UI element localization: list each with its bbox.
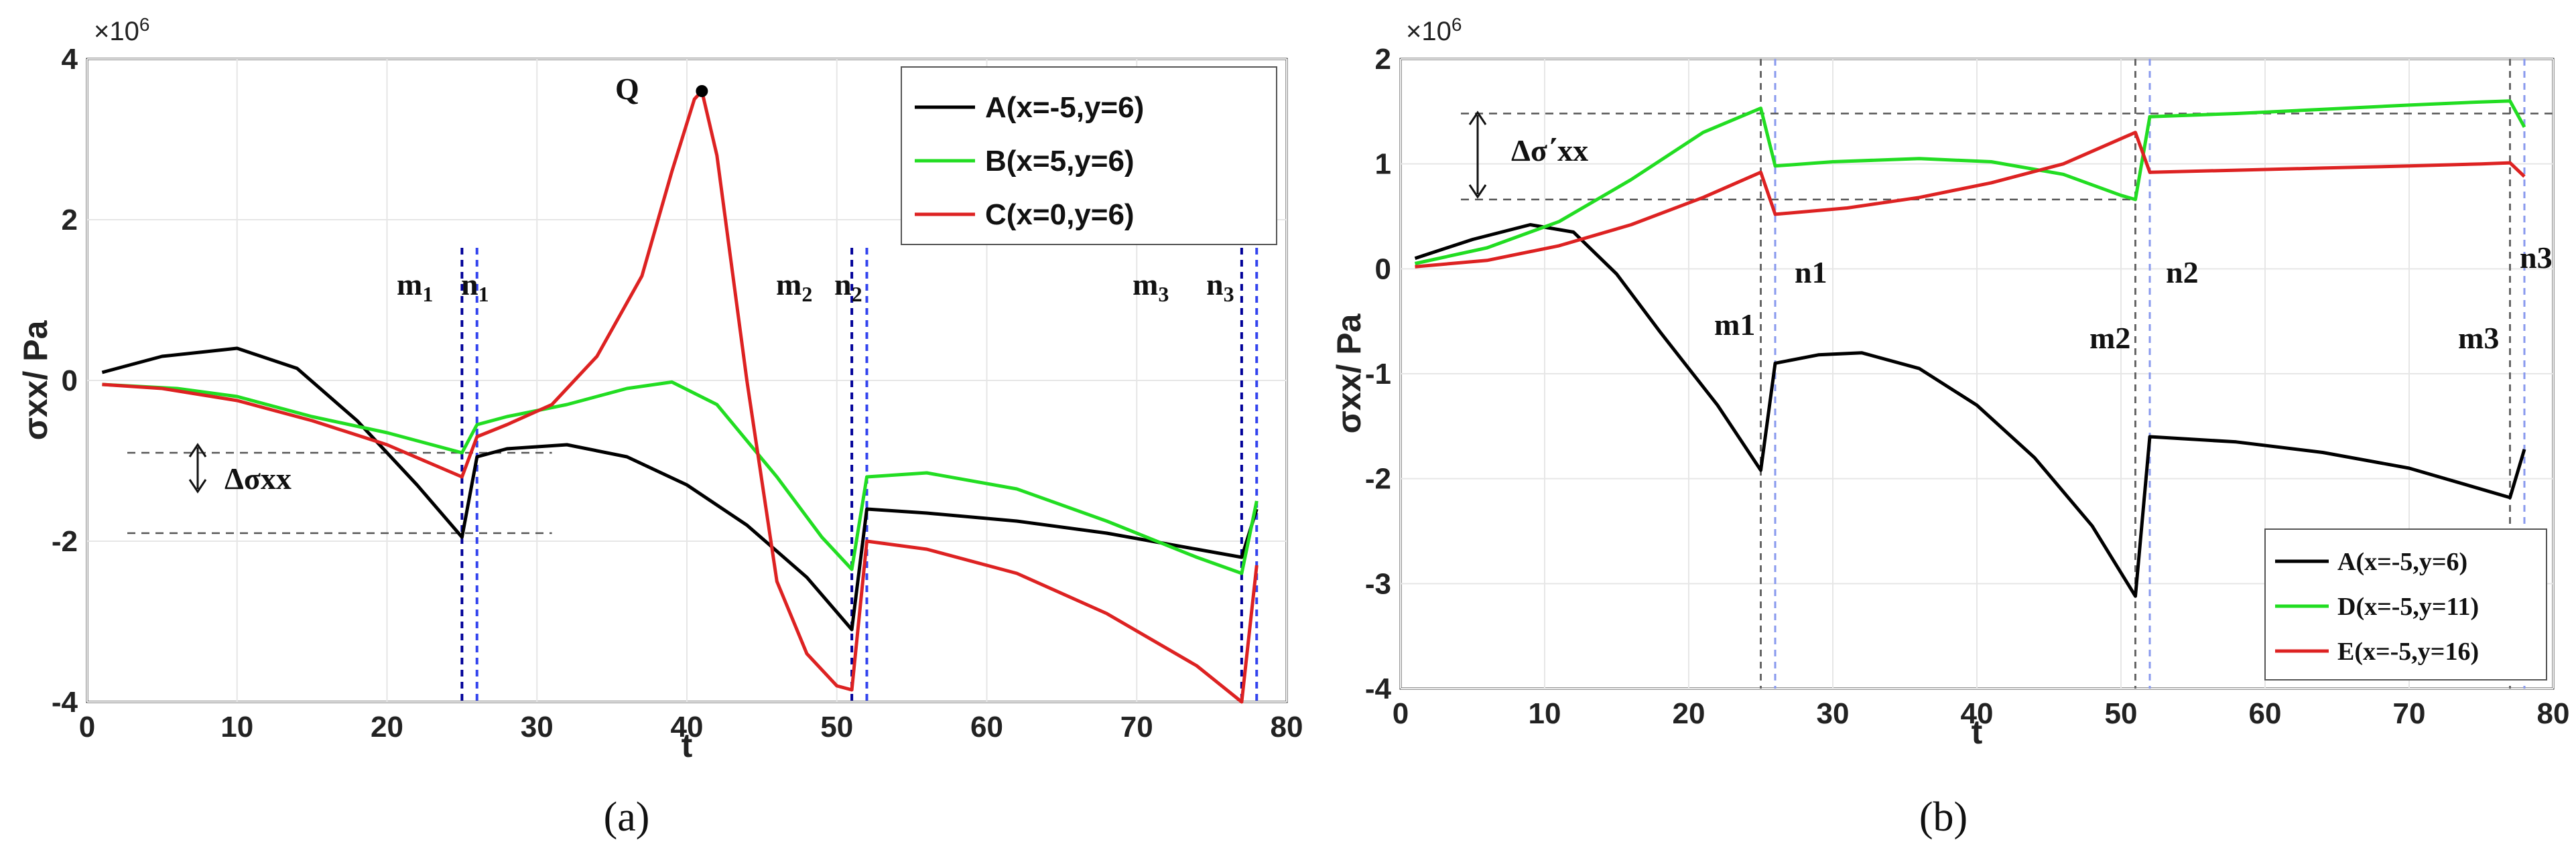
point-q-label: Q bbox=[615, 72, 639, 106]
b-x-tick-label: 10 bbox=[1529, 697, 1561, 730]
panel-b-caption: (b) bbox=[1919, 794, 1968, 840]
panel-a-grid bbox=[86, 58, 1287, 703]
legend-b-entry-0: A(x=-5,y=6) bbox=[2337, 548, 2467, 576]
b-x-tick-label: 20 bbox=[1673, 697, 1705, 730]
a-series-line-1 bbox=[102, 380, 1259, 575]
marker-labels-a: m1 n1 m2 n2 m3 n3 bbox=[397, 267, 1234, 306]
point-q-marker bbox=[696, 85, 708, 97]
b-x-tick-label: 50 bbox=[2105, 697, 2138, 730]
marker-m3-label: m3 bbox=[1133, 267, 1169, 306]
b-series-line-1 bbox=[1414, 99, 2526, 265]
marker-n2-label: n2 bbox=[834, 267, 862, 306]
legend-a-entry-1: B(x=5,y=6) bbox=[985, 145, 1135, 177]
panel-b-tick-labels: 0 10 20 30 40 50 60 70 80 -4 -3 -2 -1 0 1 2 bbox=[1365, 43, 2570, 730]
marker-b-m3-label: m3 bbox=[2458, 321, 2499, 355]
a-x-tick-label: 0 bbox=[79, 711, 95, 743]
panel-b-grid bbox=[1400, 58, 2554, 689]
a-y-tick-label: 0 bbox=[62, 364, 78, 397]
marker-b-m2-label: m2 bbox=[2089, 321, 2130, 355]
a-x-tick-label: 40 bbox=[671, 711, 704, 743]
marker-m2-label: m2 bbox=[776, 267, 812, 306]
a-x-tick-label: 20 bbox=[371, 711, 403, 743]
b-x-tick-label: 80 bbox=[2537, 697, 2570, 730]
legend-a-entry-2: C(x=0,y=6) bbox=[985, 198, 1135, 231]
legend-a-entry-0: A(x=-5,y=6) bbox=[985, 91, 1144, 124]
b-x-tick-label: 30 bbox=[1817, 697, 1850, 730]
b-y-tick-label: 0 bbox=[1375, 253, 1391, 285]
panel-b-y-multiplier: ×106 bbox=[1406, 14, 1462, 46]
panel-b: 0 10 20 30 40 50 60 70 80 -4 -3 -2 -1 0 1 2 ×106 σxx/ P… bbox=[1330, 14, 2569, 840]
a-y-tick-label: -4 bbox=[52, 686, 78, 719]
panel-b-legend: A(x=-5,y=6) D(x=-5,y=11) E(x=-5,y=16) bbox=[2264, 528, 2547, 681]
marker-b-n2-label: n2 bbox=[2166, 255, 2199, 289]
b-x-tick-label: 40 bbox=[1961, 697, 1994, 730]
b-y-tick-label: 2 bbox=[1375, 43, 1391, 76]
b-x-tick-label: 0 bbox=[1393, 697, 1409, 730]
marker-n3-label: n3 bbox=[1206, 267, 1234, 306]
delta-sigma-prime-arrow bbox=[1468, 111, 1487, 199]
panel-a-tick-labels: 0 10 20 30 40 50 60 70 80 -4 -2 0 2 4 bbox=[52, 43, 1303, 743]
b-x-tick-label: 70 bbox=[2393, 697, 2426, 730]
b-y-tick-label: -1 bbox=[1365, 358, 1391, 390]
panel-a-legend: A(x=-5,y=6) B(x=5,y=6) C(x=0,y=6) bbox=[901, 66, 1277, 245]
legend-b-entry-2: E(x=-5,y=16) bbox=[2337, 638, 2479, 666]
a-x-tick-label: 80 bbox=[1271, 711, 1303, 743]
a-series-line-0 bbox=[101, 346, 1259, 632]
b-x-tick-label: 60 bbox=[2249, 697, 2282, 730]
delta-sigma-prime-label: Δσ΄xx bbox=[1511, 133, 1588, 167]
b-y-tick-label: -3 bbox=[1365, 567, 1391, 600]
b-y-tick-label: -4 bbox=[1365, 672, 1392, 705]
delta-sigma-label: Δσxx bbox=[224, 461, 292, 496]
b-series-line-0 bbox=[1414, 223, 2526, 598]
a-y-tick-label: -2 bbox=[52, 525, 78, 558]
marker-n1-label: n1 bbox=[461, 267, 489, 306]
a-x-tick-label: 60 bbox=[970, 711, 1003, 743]
panel-b-series bbox=[1414, 99, 2526, 598]
marker-b-n3-label: n3 bbox=[2520, 240, 2553, 275]
delta-sigma-arrow bbox=[188, 443, 207, 494]
a-x-tick-label: 50 bbox=[820, 711, 853, 743]
a-x-tick-label: 30 bbox=[521, 711, 554, 743]
b-y-tick-label: -2 bbox=[1365, 463, 1391, 496]
marker-b-n1-label: n1 bbox=[1795, 255, 1827, 289]
panel-a-caption: (a) bbox=[604, 794, 650, 840]
marker-labels-b: m1 n1 m2 n2 m3 n3 bbox=[1714, 240, 2553, 355]
marker-m1-label: m1 bbox=[397, 267, 433, 306]
b-y-tick-label: 1 bbox=[1375, 148, 1391, 181]
a-x-tick-label: 70 bbox=[1120, 711, 1153, 743]
panel-b-x-axis-label: t bbox=[1972, 713, 1983, 751]
marker-b-m1-label: m1 bbox=[1714, 307, 1755, 342]
panel-a-y-multiplier: ×106 bbox=[94, 14, 149, 46]
panel-a-x-axis-label: t bbox=[682, 727, 693, 764]
b-series-line-2 bbox=[1415, 131, 2526, 269]
a-x-tick-label: 10 bbox=[220, 711, 253, 743]
a-y-tick-label: 2 bbox=[62, 204, 78, 236]
panel-b-y-axis-label: σxx/ Pa bbox=[1330, 313, 1368, 433]
panel-a-y-axis-label: σxx/ Pa bbox=[17, 319, 54, 440]
a-y-tick-label: 4 bbox=[62, 43, 78, 76]
legend-b-entry-1: D(x=-5,y=11) bbox=[2337, 593, 2479, 621]
